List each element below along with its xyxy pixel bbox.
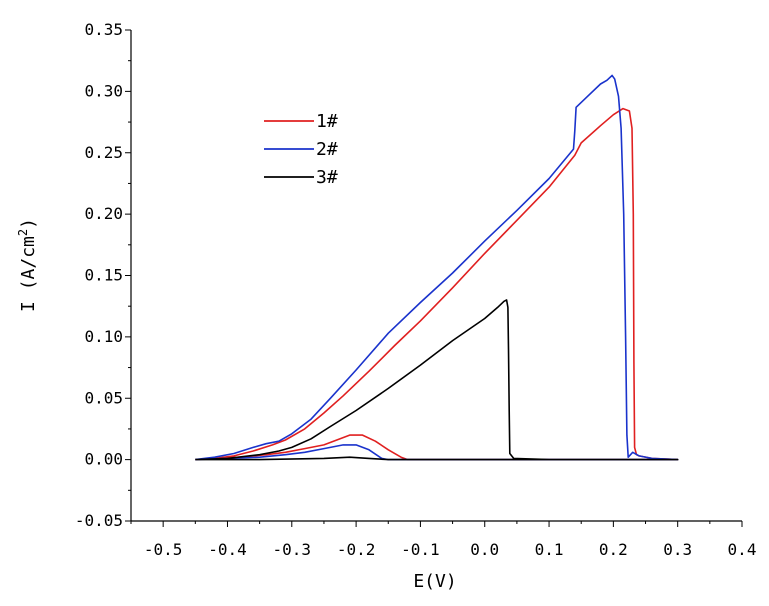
y-tick-label: 0.10 bbox=[84, 327, 123, 346]
series-line-3 bbox=[195, 299, 679, 461]
y-axis-title-close: ) bbox=[18, 218, 39, 229]
y-tick-label: 0.25 bbox=[84, 143, 123, 162]
y-tick-label: 0.05 bbox=[84, 388, 123, 407]
series-layer bbox=[195, 74, 679, 461]
x-tick-label: 0.0 bbox=[470, 540, 499, 559]
x-axis-title: E(V) bbox=[413, 571, 456, 592]
x-tick-label: -0.4 bbox=[208, 540, 247, 559]
y-tick-label: 0.15 bbox=[84, 266, 123, 285]
legend-label-3: 3# bbox=[316, 167, 338, 188]
legend-label-1: 1# bbox=[316, 111, 338, 132]
x-tick-label: -0.3 bbox=[273, 540, 312, 559]
axes: -0.5 -0.4 -0.3 -0.2 -0.1 0.0 0.1 0.2 0.3 0.4 -0.05… bbox=[75, 20, 757, 559]
y-tick-label: 0.35 bbox=[84, 20, 123, 39]
x-tick-label: 0.2 bbox=[599, 540, 628, 559]
x-tick-label: 0.4 bbox=[728, 540, 757, 559]
y-tick-label: 0.20 bbox=[84, 204, 123, 223]
x-tick-label: -0.2 bbox=[337, 540, 376, 559]
y-tick-label: 0.00 bbox=[84, 450, 123, 469]
y-axis-title: I (A/cm2) bbox=[16, 218, 39, 312]
x-tick-label: -0.5 bbox=[144, 540, 183, 559]
y-axis-title-superscript: 2 bbox=[16, 229, 30, 236]
legend-label-2: 2# bbox=[316, 139, 338, 160]
x-tick-label: 0.1 bbox=[535, 540, 564, 559]
x-tick-label: 0.3 bbox=[663, 540, 692, 559]
y-axis-title-main: I (A/cm bbox=[18, 236, 39, 312]
series-line-1 bbox=[195, 107, 679, 461]
y-tick-label: 0.30 bbox=[84, 81, 123, 100]
series-line-2 bbox=[195, 74, 679, 461]
legend: 1# 2# 3# bbox=[264, 111, 338, 188]
x-tick-label: -0.1 bbox=[401, 540, 440, 559]
y-tick-label: -0.05 bbox=[75, 511, 123, 530]
